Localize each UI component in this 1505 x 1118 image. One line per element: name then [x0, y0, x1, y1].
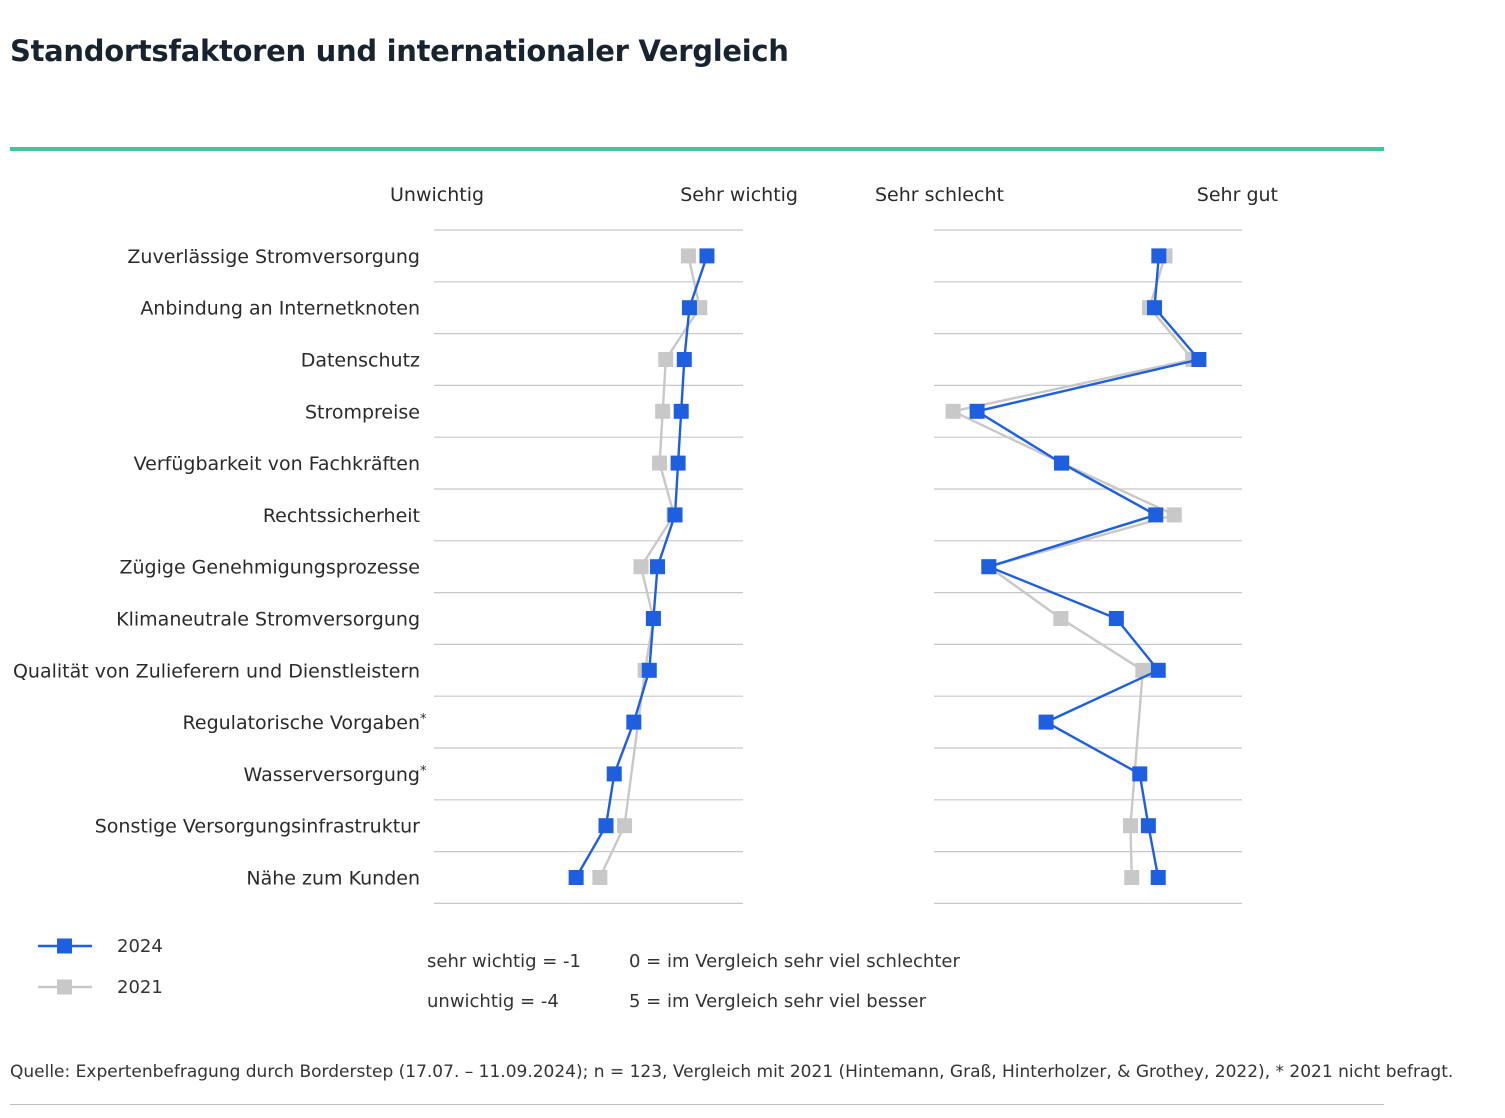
data-point-2024 — [1132, 766, 1148, 782]
category-label: Verfügbarkeit von Fachkräften — [134, 453, 420, 475]
data-point-2024 — [676, 352, 692, 367]
category-label: Nähe zum Kunden — [246, 868, 420, 890]
category-label: Rechtssicherheit — [263, 505, 420, 527]
data-point-2024 — [1191, 352, 1207, 367]
source-note: Quelle: Expertenbefragung durch Borderst… — [10, 1062, 1454, 1082]
data-point-2021 — [617, 818, 633, 834]
category-label: Strompreise — [305, 401, 420, 423]
data-point-2021 — [658, 352, 674, 367]
category-label: Zügige Genehmigungsprozesse — [120, 557, 421, 579]
data-point-2024 — [568, 870, 584, 885]
legend-marker-2024 — [57, 938, 72, 954]
note-sehr-wichtig: sehr wichtig = -1 — [427, 951, 581, 972]
footer-divider — [10, 1104, 1384, 1105]
data-point-2024 — [1147, 300, 1163, 316]
data-point-2024 — [650, 559, 666, 575]
data-point-2024 — [981, 559, 997, 575]
data-point-2024 — [667, 507, 683, 523]
data-point-2021 — [592, 870, 608, 885]
data-point-2024 — [673, 403, 689, 419]
series-line-2024 — [973, 255, 1202, 878]
category-label: Sonstige Versorgungsinfrastruktur — [95, 816, 420, 838]
category-label: Zuverlässige Stromversorgung — [127, 246, 420, 268]
footnote-star: * — [420, 712, 427, 727]
data-point-2024 — [1140, 818, 1156, 834]
chart-title: Standortsfaktoren und internationaler Ve… — [10, 34, 789, 68]
data-point-2021 — [633, 559, 649, 575]
data-point-2024 — [1148, 507, 1164, 523]
axis-right-label-0: Sehr wichtig — [680, 184, 798, 206]
data-point-2021 — [1135, 662, 1151, 678]
data-point-2024 — [1150, 870, 1166, 885]
data-point-2024 — [699, 248, 715, 264]
category-label: Datenschutz — [301, 350, 420, 372]
data-point-2021 — [1166, 507, 1182, 523]
accent-rule — [10, 147, 1384, 151]
footnote-star: * — [420, 764, 427, 779]
data-point-2024 — [969, 403, 985, 419]
data-point-2021 — [680, 248, 696, 264]
legend-label-2021: 2021 — [117, 977, 163, 998]
data-point-2021 — [1124, 870, 1140, 885]
data-point-2024 — [1151, 248, 1167, 264]
note-unwichtig: unwichtig = -4 — [427, 991, 559, 1012]
data-point-2024 — [1150, 662, 1166, 678]
legend-label-2024: 2024 — [117, 936, 163, 957]
category-label: Qualität von Zulieferern und Dienstleist… — [13, 660, 420, 682]
category-label: Anbindung an Internetknoten — [140, 298, 420, 320]
data-point-2024 — [645, 611, 661, 626]
data-point-2021 — [1053, 611, 1069, 626]
category-label: Klimaneutrale Stromversorgung — [116, 609, 420, 631]
data-point-2021 — [652, 455, 668, 471]
note-scale-5: 5 = im Vergleich sehr viel besser — [629, 991, 926, 1012]
data-point-2024 — [606, 766, 622, 782]
axis-left-label-0: Unwichtig — [390, 184, 484, 206]
data-point-2021 — [1123, 818, 1139, 834]
data-point-2024 — [681, 300, 697, 316]
data-point-2024 — [670, 455, 686, 471]
legend-marker-2021 — [57, 979, 72, 995]
data-point-2024 — [641, 662, 657, 678]
category-label: Wasserversorgung — [244, 764, 420, 786]
data-point-2024 — [598, 818, 614, 834]
axis-right-label-1: Sehr gut — [1197, 184, 1278, 206]
data-point-2024 — [1038, 714, 1054, 730]
note-scale-0: 0 = im Vergleich sehr viel schlechter — [629, 951, 960, 972]
data-point-2021 — [655, 403, 671, 419]
axis-left-label-1: Sehr schlecht — [875, 184, 1004, 206]
data-point-2024 — [626, 714, 642, 730]
category-label: Regulatorische Vorgaben — [183, 712, 420, 734]
data-point-2021 — [945, 403, 961, 419]
data-point-2024 — [1108, 611, 1124, 626]
data-point-2024 — [1054, 455, 1070, 471]
